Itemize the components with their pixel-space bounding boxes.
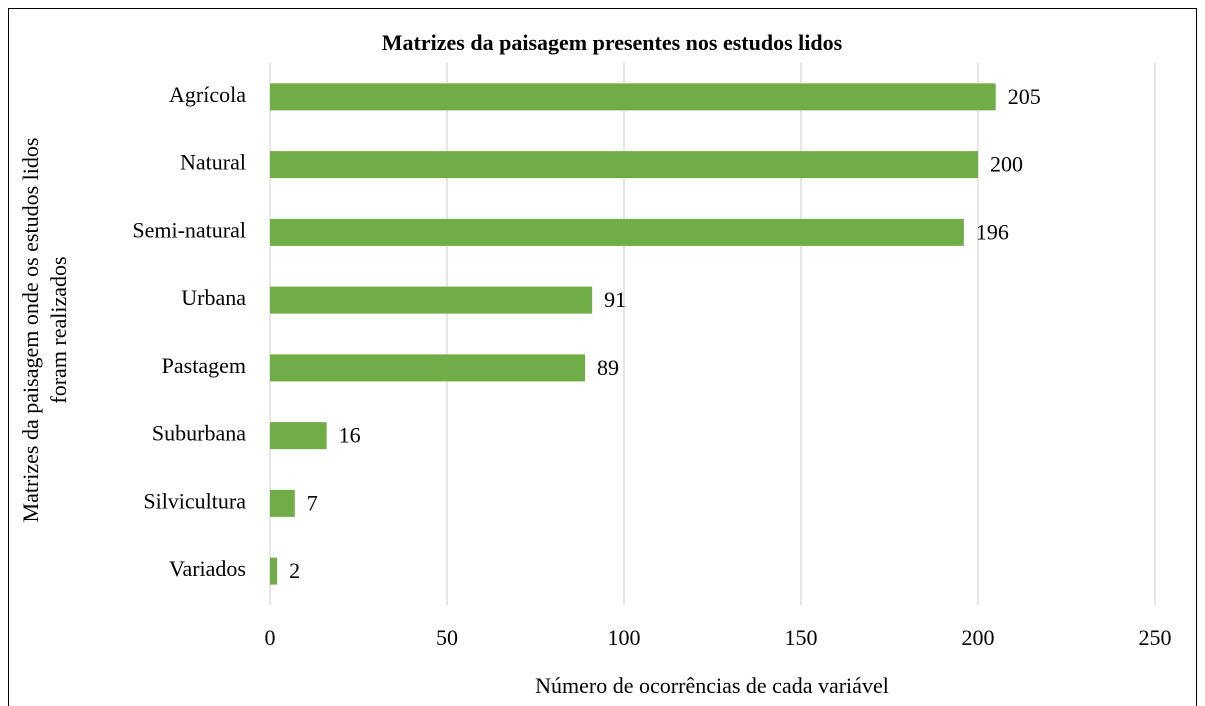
bar <box>270 218 964 246</box>
y-tick-label: Urbana <box>181 285 246 310</box>
data-label: 205 <box>1008 84 1041 109</box>
bar <box>270 489 295 517</box>
y-axis-label: Matrizes da paisagem onde os estudos lid… <box>18 138 43 523</box>
bar <box>270 83 996 111</box>
x-tick-label: 100 <box>608 625 641 650</box>
data-label: 2 <box>289 558 300 583</box>
y-axis-label: foram realizados <box>46 256 71 403</box>
bar <box>270 557 278 585</box>
y-tick-label: Suburbana <box>152 421 246 446</box>
data-label: 196 <box>976 219 1009 244</box>
y-tick-label: Silvicultura <box>143 488 246 513</box>
x-axis-label: Número de ocorrências de cada variável <box>535 673 889 698</box>
y-tick-label: Semi-natural <box>132 217 246 242</box>
x-tick-label: 50 <box>436 625 458 650</box>
x-tick-label: 250 <box>1139 625 1172 650</box>
x-tick-label: 150 <box>785 625 818 650</box>
y-tick-label: Agrícola <box>169 82 246 107</box>
data-label: 16 <box>339 423 361 448</box>
y-tick-label: Pastagem <box>162 353 246 378</box>
bar <box>270 422 327 450</box>
y-tick-label: Variados <box>169 556 246 581</box>
bar <box>270 354 586 382</box>
bar <box>270 286 593 314</box>
data-label: 89 <box>597 355 619 380</box>
data-label: 200 <box>990 152 1023 177</box>
data-label: 91 <box>604 287 626 312</box>
x-tick-label: 0 <box>265 625 276 650</box>
bar <box>270 151 978 179</box>
frame <box>8 8 1197 706</box>
data-label: 7 <box>307 490 318 515</box>
x-tick-label: 200 <box>962 625 995 650</box>
chart-title: Matrizes da paisagem presentes nos estud… <box>382 30 843 55</box>
y-tick-label: Natural <box>180 150 246 175</box>
